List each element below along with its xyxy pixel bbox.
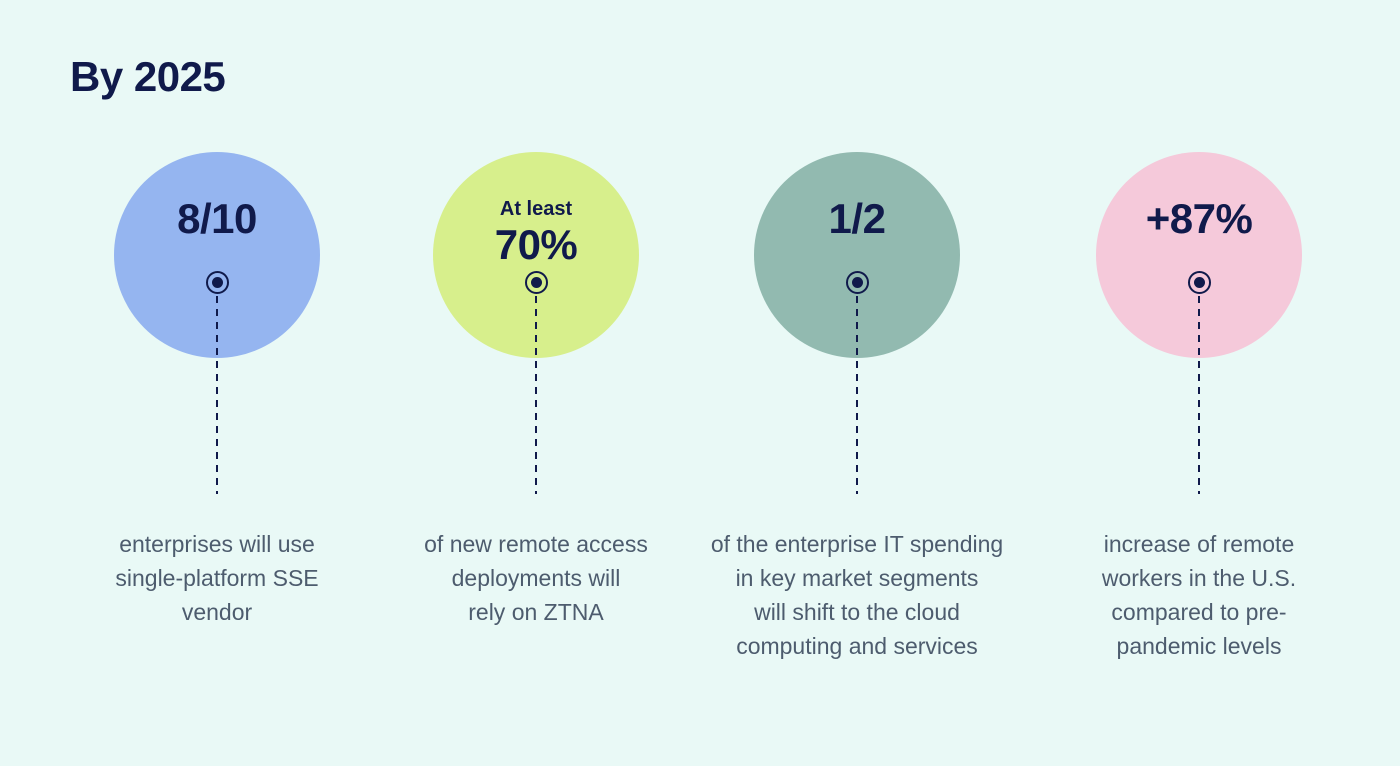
stat-value: 8/10 [177, 195, 257, 242]
stat-value: 70% [494, 221, 578, 268]
target-dot-core-icon [851, 277, 863, 288]
stat-value: 1/2 [828, 195, 886, 242]
stat-description: of the enterprise IT spending in key mar… [710, 531, 1004, 659]
stat-text: At least 70% [433, 196, 639, 268]
stat-value: +87% [1145, 195, 1253, 242]
dashed-connector-line [856, 296, 858, 494]
target-dot-icon [524, 271, 548, 294]
stat-column-remote-workers: +87% increase of remote workers in the U… [1029, 0, 1369, 766]
page-title: By 2025 [70, 53, 226, 100]
stat-prefix: At least [499, 198, 573, 220]
stat-description: increase of remote workers in the U.S. c… [1101, 531, 1297, 659]
dashed-connector-line [535, 296, 537, 494]
stat-text: 8/10 [114, 196, 320, 242]
stat-circle: 1/2 [754, 152, 960, 358]
stat-description: of new remote access deployments will re… [424, 531, 648, 625]
stat-column-sse: 8/10 enterprises will use single-platfor… [47, 0, 387, 766]
stat-column-cloud-spending: 1/2 of the enterprise IT spending in key… [687, 0, 1027, 766]
stat-column-ztna: At least 70% of new remote access deploy… [366, 0, 706, 766]
target-dot-core-icon [530, 277, 542, 288]
stat-description: enterprises will use single-platform SSE… [115, 531, 319, 625]
target-dot-icon [845, 271, 869, 294]
target-dot-icon [205, 271, 229, 294]
stat-text: 1/2 [754, 196, 960, 242]
dashed-connector-line [216, 296, 218, 494]
dashed-connector-line [1198, 296, 1200, 494]
stat-text: +87% [1096, 196, 1302, 242]
target-dot-core-icon [211, 277, 223, 288]
target-dot-core-icon [1193, 277, 1205, 288]
target-dot-icon [1187, 271, 1211, 294]
